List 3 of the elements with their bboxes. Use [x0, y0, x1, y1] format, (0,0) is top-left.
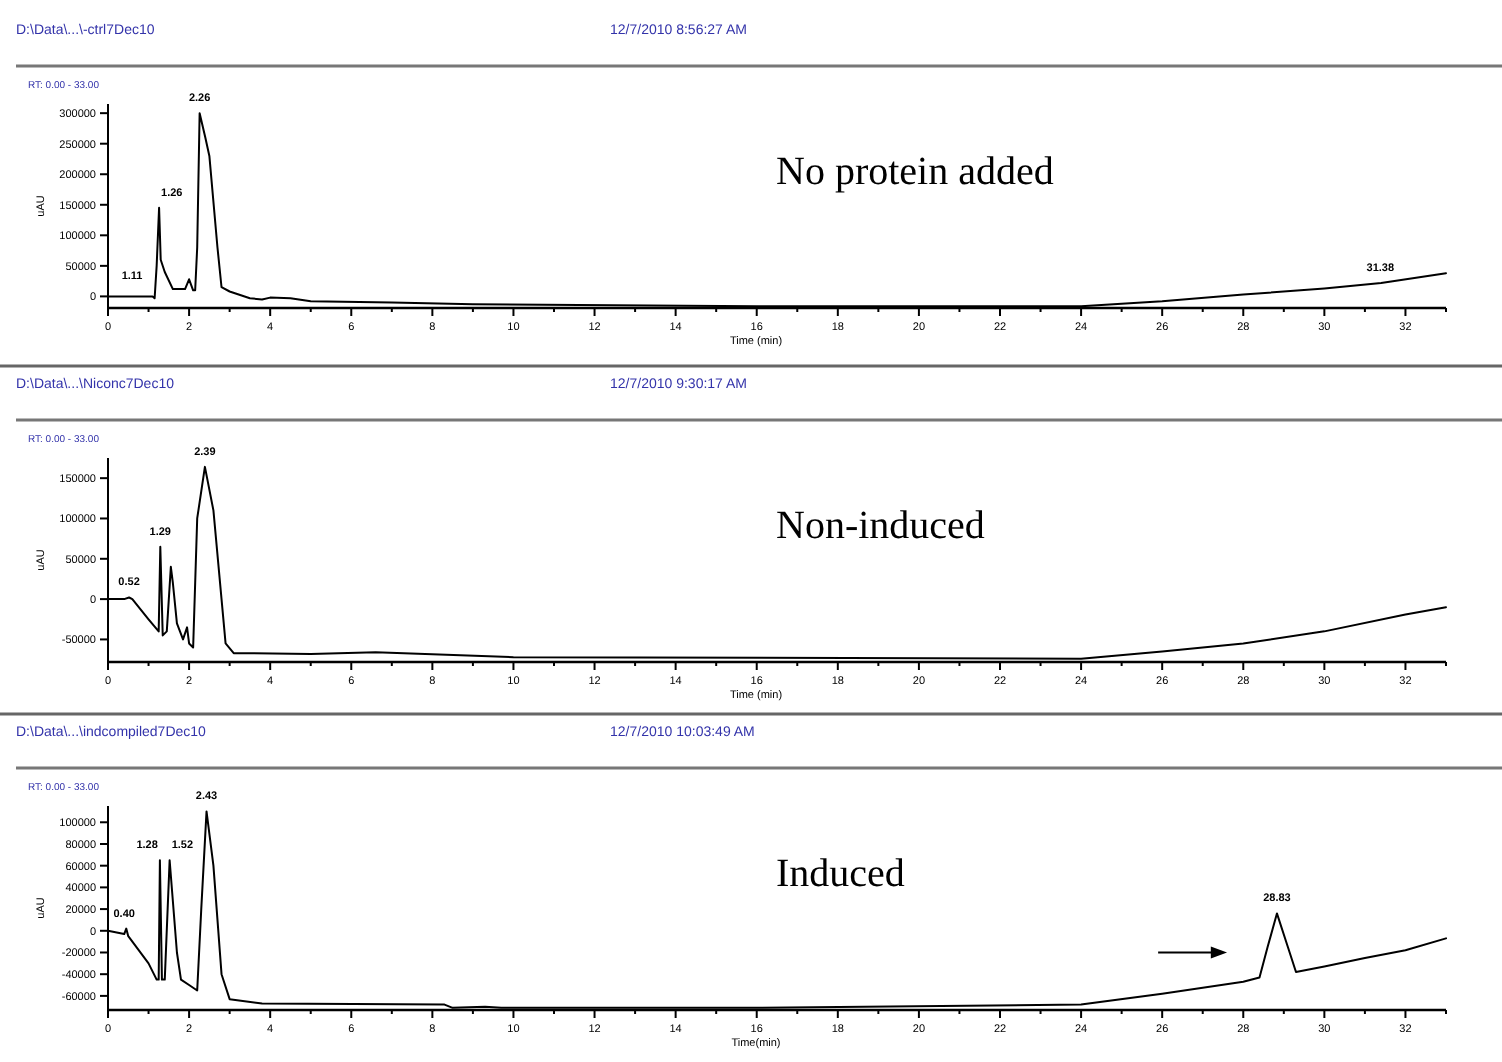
annotation: Non-induced — [776, 504, 985, 548]
annotation: No protein added — [776, 150, 1054, 194]
annotation: Induced — [776, 852, 905, 896]
